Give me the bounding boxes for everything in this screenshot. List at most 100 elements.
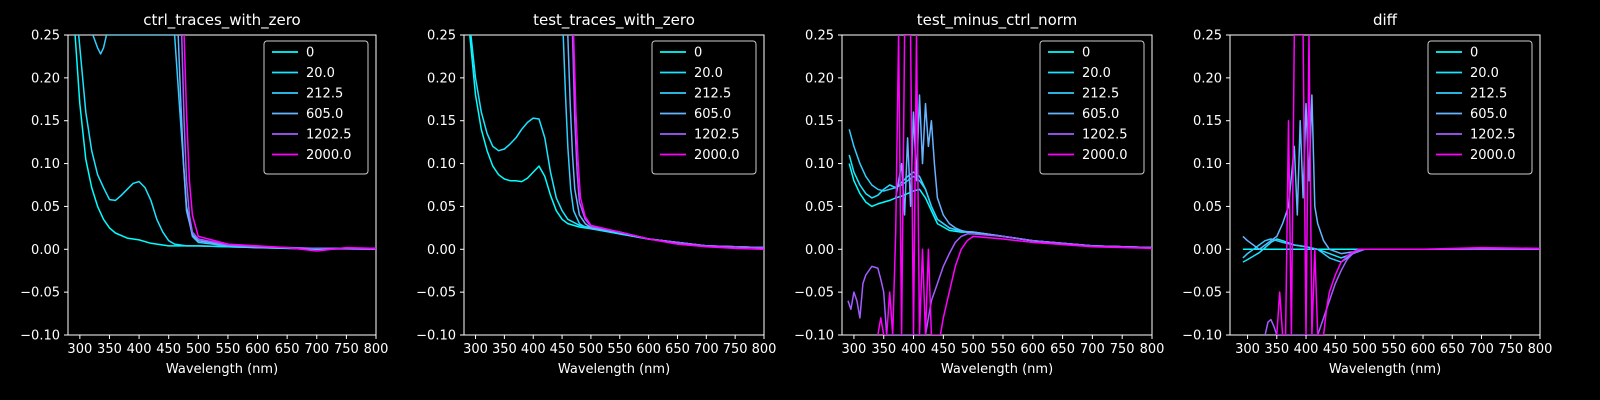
legend-label: 605.0 xyxy=(1470,107,1507,122)
legend-label: 0 xyxy=(1082,46,1090,61)
chart-title: test_traces_with_zero xyxy=(533,11,695,30)
x-tick-label: 650 xyxy=(1050,342,1075,357)
legend-label: 2000.0 xyxy=(694,148,740,163)
legend-label: 212.5 xyxy=(1082,87,1119,102)
x-tick-label: 650 xyxy=(1440,342,1465,357)
x-tick-label: 800 xyxy=(1528,342,1553,357)
y-tick-label: 0.20 xyxy=(1193,71,1222,86)
x-tick-label: 650 xyxy=(275,342,300,357)
legend-label: 1202.5 xyxy=(306,128,352,143)
y-tick-label: 0.25 xyxy=(805,29,834,44)
y-tick-label: 0.15 xyxy=(427,114,456,129)
x-tick-label: 400 xyxy=(1294,342,1319,357)
x-tick-label: 450 xyxy=(550,342,575,357)
x-tick-label: 800 xyxy=(752,342,777,357)
series-line-0 xyxy=(848,163,1152,249)
x-tick-label: 600 xyxy=(245,342,270,357)
x-tick-label: 550 xyxy=(607,342,632,357)
x-tick-label: 600 xyxy=(1411,342,1436,357)
series-line-2000.0 xyxy=(1276,35,1540,335)
x-tick-label: 750 xyxy=(723,342,748,357)
legend-box xyxy=(1039,40,1145,175)
legend-label: 605.0 xyxy=(694,107,731,122)
legend-box xyxy=(1427,40,1533,175)
legend-box xyxy=(263,40,369,175)
plot-frame xyxy=(841,34,1153,336)
y-tick-label: 0.15 xyxy=(1193,114,1222,129)
x-axis-label: Wavelength (nm) xyxy=(166,362,278,377)
x-tick-label: 350 xyxy=(871,342,896,357)
legend-label: 0 xyxy=(306,46,314,61)
x-tick-label: 600 xyxy=(1020,342,1045,357)
x-tick-label: 700 xyxy=(304,342,329,357)
series-group xyxy=(1242,35,1540,335)
legend-label: 1202.5 xyxy=(694,128,740,143)
legend-label: 605.0 xyxy=(306,107,343,122)
plot-frame xyxy=(1229,34,1541,336)
series-line-20.0 xyxy=(77,35,376,251)
x-tick-label: 450 xyxy=(931,342,956,357)
x-tick-label: 700 xyxy=(1080,342,1105,357)
x-tick-label: 750 xyxy=(1498,342,1523,357)
x-axis-label: Wavelength (nm) xyxy=(1329,362,1441,377)
series-line-1202.5 xyxy=(847,233,1152,335)
legend-label: 0 xyxy=(1470,46,1478,61)
y-tick-label: 0.00 xyxy=(427,243,456,258)
chart-title: ctrl_traces_with_zero xyxy=(143,11,300,30)
x-tick-label: 700 xyxy=(1469,342,1494,357)
y-tick-label: 0.05 xyxy=(31,200,60,215)
legend-label: 212.5 xyxy=(694,87,731,102)
x-tick-label: 500 xyxy=(961,342,986,357)
legend-label: 20.0 xyxy=(1470,66,1499,81)
series-line-212.5 xyxy=(92,35,376,251)
x-axis-label: Wavelength (nm) xyxy=(941,362,1053,377)
x-tick-label: 800 xyxy=(1140,342,1165,357)
x-tick-label: 400 xyxy=(127,342,152,357)
chart-panel-2: 300 350 400 450 500 550 600 650 700 750 800 −0.10 −0… xyxy=(416,11,776,377)
x-tick-label: 300 xyxy=(1235,342,1260,357)
series-line-2000.0 xyxy=(877,35,1152,335)
legend-label: 20.0 xyxy=(1082,66,1111,81)
plot-frame xyxy=(67,34,377,336)
x-tick-label: 650 xyxy=(665,342,690,357)
y-tick-label: −0.10 xyxy=(20,329,60,344)
x-tick-label: 500 xyxy=(1352,342,1377,357)
chart-panel-3: 300 350 400 450 500 550 600 650 700 750 800 −0.10 −0… xyxy=(794,11,1164,377)
y-tick-label: −0.10 xyxy=(1182,329,1222,344)
chart-title: test_minus_ctrl_norm xyxy=(917,11,1078,30)
y-tick-label: 0.25 xyxy=(1193,29,1222,44)
y-tick-label: 0.20 xyxy=(31,71,60,86)
x-tick-label: 400 xyxy=(521,342,546,357)
x-tick-label: 800 xyxy=(364,342,389,357)
y-tick-label: 0.10 xyxy=(805,157,834,172)
series-line-2000.0 xyxy=(183,35,376,252)
x-tick-label: 600 xyxy=(636,342,661,357)
y-tick-label: −0.05 xyxy=(20,286,60,301)
series-line-605.0 xyxy=(894,94,1152,249)
y-tick-label: −0.05 xyxy=(416,286,456,301)
series-line-2000.0 xyxy=(572,35,764,251)
y-tick-label: 0.10 xyxy=(31,157,60,172)
chart-panel-1: 300 350 400 450 500 550 600 650 700 750 800 −0.10 −0… xyxy=(20,11,388,377)
x-tick-label: 700 xyxy=(694,342,719,357)
legend-label: 2000.0 xyxy=(1470,148,1516,163)
x-tick-label: 350 xyxy=(1264,342,1289,357)
y-tick-label: 0.25 xyxy=(31,29,60,44)
x-tick-label: 500 xyxy=(579,342,604,357)
y-tick-label: 0.05 xyxy=(427,200,456,215)
x-tick-label: 450 xyxy=(1323,342,1348,357)
y-tick-label: 0.10 xyxy=(427,157,456,172)
legend-box xyxy=(651,40,757,175)
x-tick-label: 300 xyxy=(463,342,488,357)
x-tick-label: 750 xyxy=(1110,342,1135,357)
x-tick-label: 750 xyxy=(334,342,359,357)
y-tick-label: 0.05 xyxy=(1193,200,1222,215)
chart-title: diff xyxy=(1373,11,1398,29)
series-group xyxy=(74,35,376,252)
y-tick-label: 0.15 xyxy=(805,114,834,129)
legend-label: 605.0 xyxy=(1082,107,1119,122)
x-tick-label: 500 xyxy=(186,342,211,357)
x-tick-label: 300 xyxy=(842,342,867,357)
x-tick-label: 450 xyxy=(156,342,181,357)
